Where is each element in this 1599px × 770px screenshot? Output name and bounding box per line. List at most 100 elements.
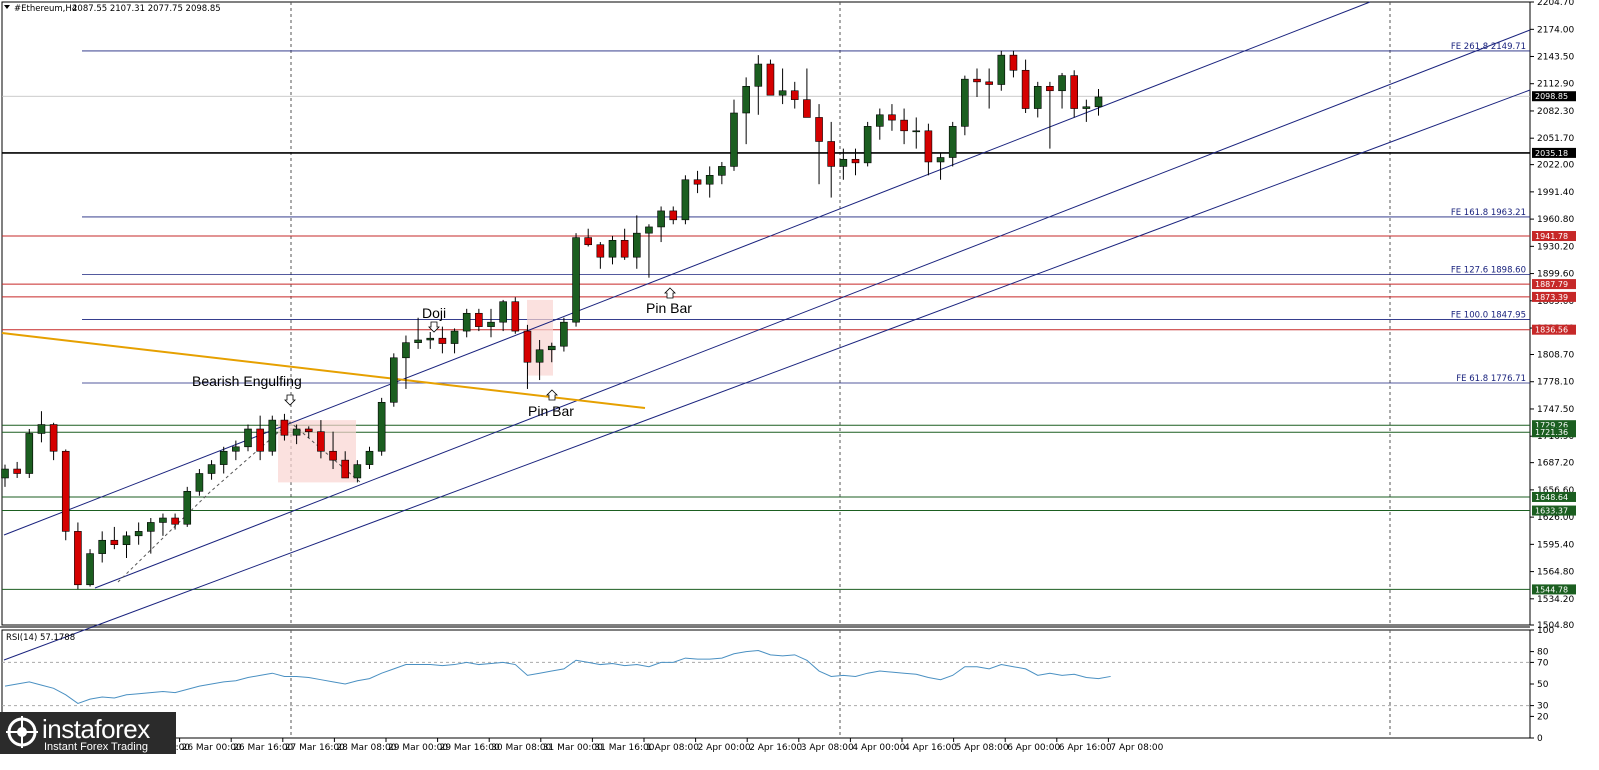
rsi-line (4, 650, 1111, 704)
candle-body (645, 226, 653, 234)
price-tick-label: 1595.40 (1537, 540, 1574, 550)
candle-body (1009, 54, 1018, 71)
candle-body (475, 312, 483, 327)
candle-body (13, 468, 21, 474)
candle-body (863, 126, 872, 164)
time-tick-label: 6 Apr 00:00 (1007, 743, 1060, 753)
logo-name: instaforex (42, 714, 150, 744)
candle-body (1046, 85, 1054, 92)
candle-body (900, 119, 908, 132)
level-price-label: 1648.64 (1535, 493, 1568, 502)
current-price-box (1532, 91, 1576, 102)
candle-body (997, 54, 1006, 85)
candle-body (110, 539, 119, 546)
candle-body (1070, 75, 1078, 109)
price-tick-label: 1808.70 (1537, 350, 1574, 360)
candle-body (122, 535, 131, 546)
current-price-label: 2098.85 (1535, 92, 1568, 101)
candle-body (754, 63, 763, 87)
annotation-pin-bar: Pin Bar (646, 300, 692, 316)
candle-body (948, 126, 957, 158)
time-tick-label: 6 Apr 16:00 (1059, 743, 1112, 753)
level-price-label: 1873.39 (1535, 293, 1568, 302)
candle-body (632, 232, 641, 258)
price-tick-label: 1960.80 (1537, 215, 1574, 225)
candle-body (25, 433, 34, 474)
annotation-bearish-engulfing: Bearish Engulfing (192, 373, 302, 389)
candle-body (657, 210, 665, 228)
candle-body (438, 337, 447, 344)
candle-body (511, 301, 520, 332)
logo-tagline: Instant Forex Trading (44, 741, 148, 753)
level-price-box (1532, 324, 1576, 335)
logo-mark-icon (6, 716, 38, 748)
candle-body (778, 90, 787, 96)
candle-body (839, 158, 848, 167)
rsi-pane (1, 629, 1531, 739)
rsi-tick-label: 70 (1537, 658, 1549, 668)
price-tick-label: 1778.10 (1537, 378, 1574, 388)
time-tick-label: 26 Mar 00:00 (182, 743, 242, 753)
annotation-pin-bar: Pin Bar (528, 403, 574, 419)
candle-body (596, 244, 605, 258)
price-tick-label: 2051.70 (1537, 134, 1574, 144)
price-tick-label: 1747.50 (1537, 405, 1574, 415)
candle-body (147, 522, 155, 532)
time-tick-label: 31 Mar 16:00 (594, 743, 654, 753)
arrow-marker-icon (664, 287, 676, 299)
level-price-label: 1729.26 (1535, 421, 1568, 430)
candle-body (499, 301, 507, 323)
candle-body (207, 464, 216, 474)
candle-body (584, 237, 593, 246)
rsi-tick-label: 50 (1537, 680, 1549, 690)
candle-body (365, 450, 374, 465)
time-tick-label: 2 Apr 16:00 (749, 743, 802, 753)
price-tick-label: 2022.00 (1537, 161, 1574, 171)
time-tick-label: 5 Apr 08:00 (956, 743, 1009, 753)
level-price-label: 1836.56 (1535, 326, 1568, 335)
time-tick-label: 7 Apr 08:00 (1110, 743, 1163, 753)
channel-upper-line (3, 1, 1371, 536)
candle-body (1058, 75, 1066, 92)
level-price-box (1532, 279, 1576, 290)
candle-body (426, 337, 435, 341)
rsi-tick-label: 0 (1537, 734, 1543, 744)
arrow-marker-icon (428, 321, 440, 333)
candle-body (1021, 69, 1030, 109)
candle-body (608, 239, 617, 258)
level-price-box (1532, 231, 1576, 242)
wave-projection-line (117, 421, 361, 583)
channel-lower-line (3, 89, 1531, 661)
candle-body (681, 179, 690, 221)
time-tick-label: 31 Mar 00:00 (543, 743, 603, 753)
candle-body (669, 210, 678, 221)
arrow-marker-icon (284, 394, 296, 406)
time-tick-label: 28 Mar 08:00 (336, 743, 396, 753)
candle-body (377, 401, 386, 452)
candle-body (86, 553, 94, 586)
candle-body (875, 114, 884, 127)
candle-body (487, 321, 495, 327)
price-tick-label: 1626.00 (1537, 513, 1574, 523)
candle-body (292, 428, 301, 436)
time-tick-label: 30 Mar 08:00 (491, 743, 551, 753)
symbol-label: #Ethereum,H4 (14, 4, 77, 14)
candle-body (329, 450, 337, 461)
fibonacci-label: FE 100.0 1847.95 (1451, 311, 1526, 321)
candle-body (244, 428, 252, 448)
price-tick-label: 1534.20 (1537, 595, 1574, 605)
fibonacci-label: FE 161.8 1963.21 (1451, 208, 1526, 218)
dropdown-arrow-icon (4, 5, 10, 9)
candle-body (268, 419, 277, 452)
candle-body (766, 63, 775, 96)
arrow-marker-icon (546, 389, 558, 401)
time-tick-label: 29 Mar 16:00 (440, 743, 500, 753)
candle-body (353, 464, 362, 479)
rsi-tick-label: 80 (1537, 648, 1549, 658)
level-price-label: 1544.78 (1535, 585, 1568, 594)
time-tick-label: 2 Apr 00:00 (698, 743, 751, 753)
resistance-trendline (1, 332, 646, 409)
level-price-label: 1721.36 (1535, 428, 1568, 437)
time-tick-label: 4 Apr 00:00 (852, 743, 905, 753)
